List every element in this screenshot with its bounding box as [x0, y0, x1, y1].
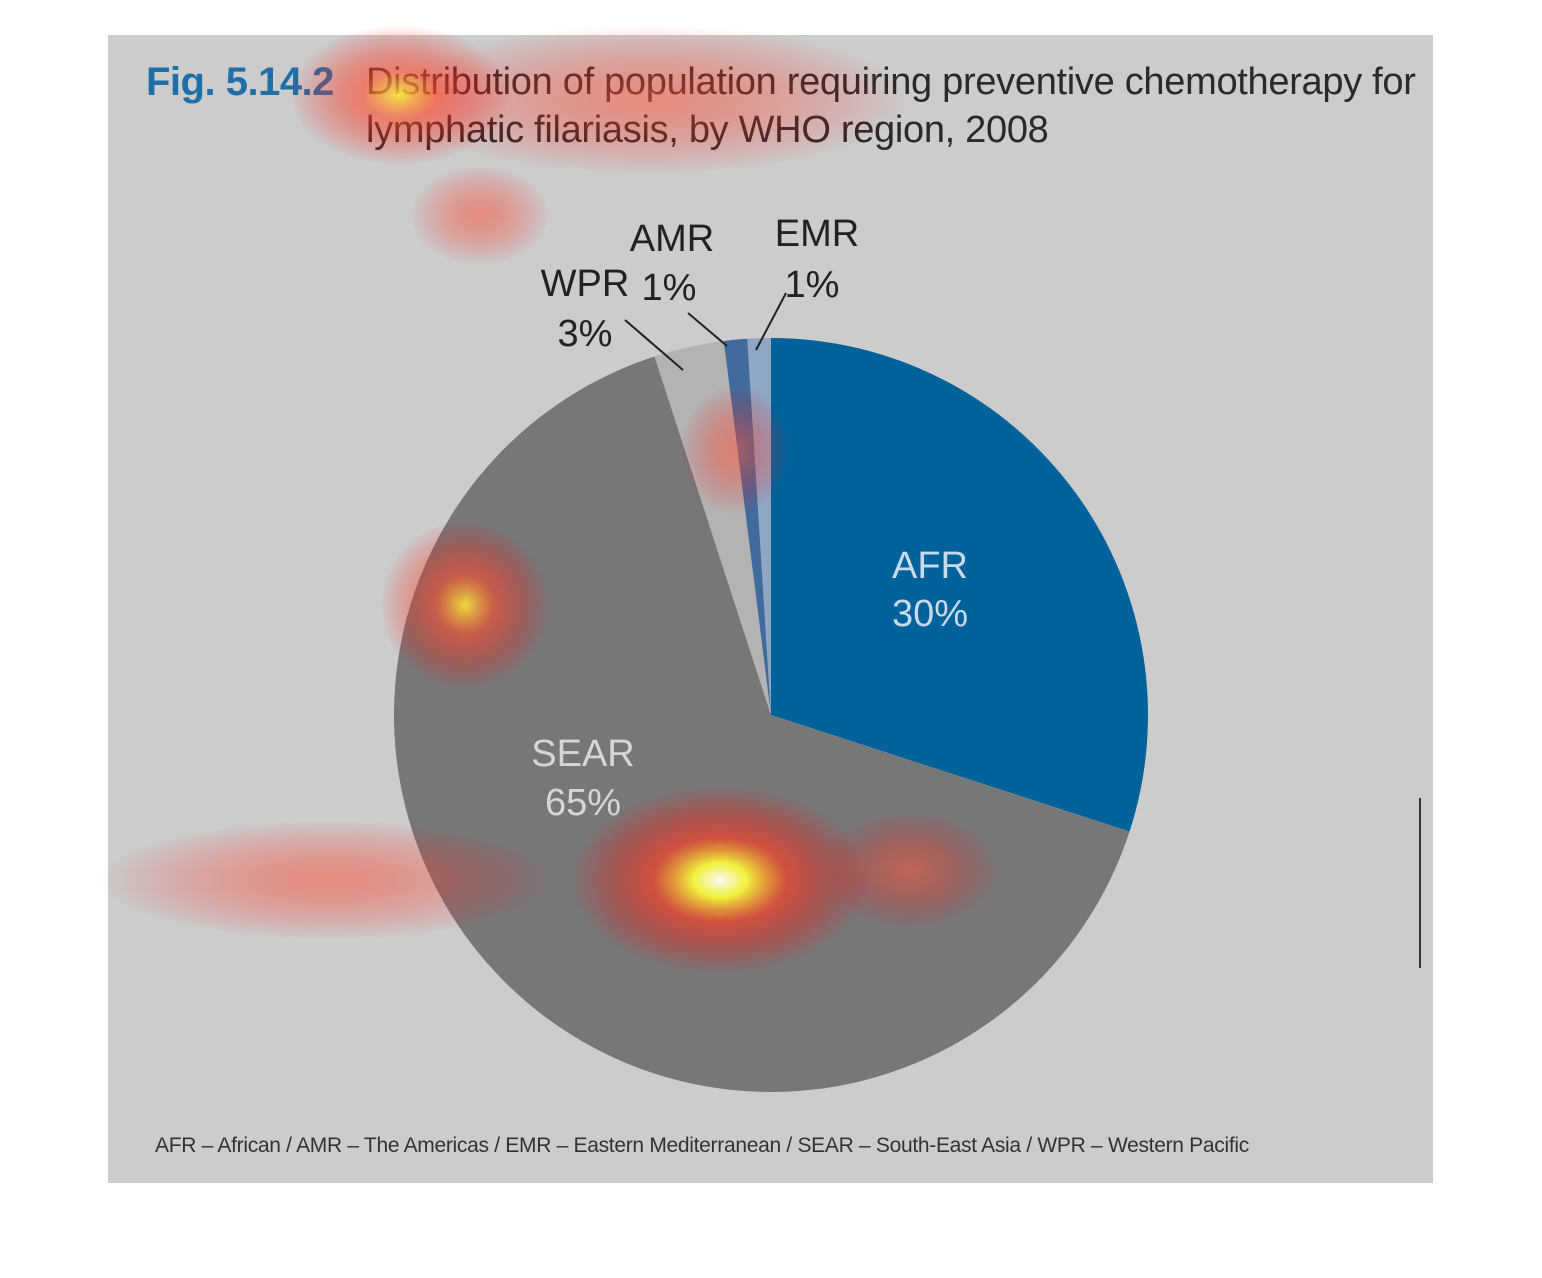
slice-label-sear-label: SEAR [531, 733, 634, 775]
slice-label-afr-value: 30% [892, 593, 968, 635]
slice-label-amr-label: AMR [630, 218, 714, 260]
slice-label-emr-label: EMR [775, 213, 859, 255]
slice-label-wpr-label: WPR [541, 263, 630, 305]
slice-label-emr-value: 1% [785, 264, 840, 306]
pie-slice-afr [771, 338, 1149, 832]
leader-line-wpr [624, 319, 684, 371]
margin-rule [1419, 798, 1421, 968]
slice-label-afr-label: AFR [892, 545, 968, 587]
leader-line-amr [687, 312, 728, 347]
slice-label-amr-value: 1% [642, 267, 697, 309]
slice-label-sear-value: 65% [545, 782, 621, 824]
footnote: AFR – African / AMR – The Americas / EMR… [155, 1134, 1249, 1157]
slice-label-wpr-value: 3% [558, 313, 613, 355]
leader-line-emr [755, 292, 787, 351]
